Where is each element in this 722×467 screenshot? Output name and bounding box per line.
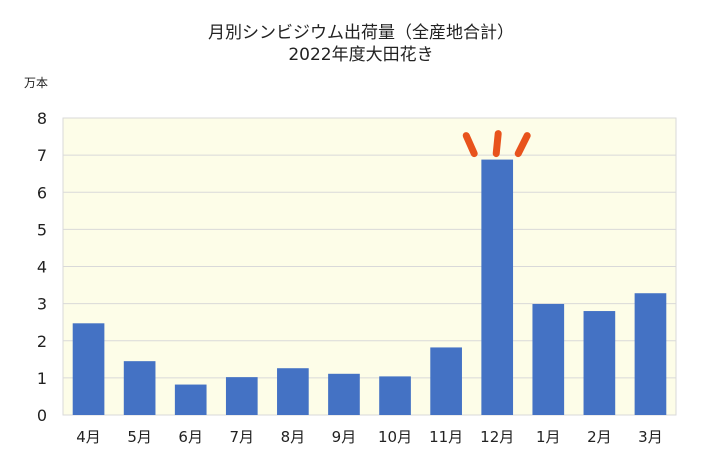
bar [123,361,156,415]
x-axis-ticks: 4月 5月 6月 7月 8月 9月 10月 11月 12月 1月 2月 3月 [76,428,662,446]
bars [72,159,667,415]
bar [328,373,360,415]
bar [481,159,514,415]
x-tick-label: 5月 [127,428,152,446]
bar [225,377,258,415]
x-tick-label: 7月 [230,428,255,446]
x-tick-label: 12月 [480,428,514,446]
highlight-mark [492,130,502,158]
y-tick-label: 3 [37,295,47,314]
y-tick-label: 2 [37,332,47,351]
bar [174,384,207,415]
y-tick-label: 6 [37,183,47,202]
bar [430,347,462,415]
chart-subtitle: 2022年度大田花き [288,45,434,65]
y-tick-label: 8 [37,109,47,128]
y-axis-ticks: 0 1 2 3 4 5 6 7 8 [37,109,47,425]
highlight-mark [462,132,478,158]
x-tick-label: 1月 [536,428,561,446]
chart-title-block: 月別シンビジウム出荷量（全産地合計） 2022年度大田花き [0,22,722,66]
x-tick-label: 10月 [378,428,412,446]
bar [72,323,105,415]
chart-title: 月別シンビジウム出荷量（全産地合計） [208,23,514,43]
x-tick-label: 3月 [638,428,663,446]
y-tick-label: 7 [37,146,47,165]
x-tick-label: 8月 [281,428,306,446]
x-tick-label: 11月 [429,428,463,446]
highlight-marks [462,130,531,158]
bar [532,303,565,415]
bar [379,376,411,415]
y-tick-label: 0 [37,406,47,425]
gridlines [63,117,676,416]
bar [583,311,616,415]
bar [634,293,667,415]
y-axis-unit-label: 万本 [24,76,49,90]
x-tick-label: 2月 [587,428,612,446]
bar [277,368,309,415]
x-tick-label: 6月 [178,428,203,446]
x-tick-label: 9月 [332,428,357,446]
highlight-mark [514,132,531,158]
y-tick-label: 1 [37,369,47,388]
y-tick-label: 5 [37,220,47,239]
y-tick-label: 4 [37,258,47,277]
x-tick-label: 4月 [76,428,101,446]
